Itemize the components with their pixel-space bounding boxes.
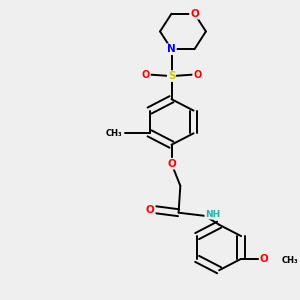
Text: O: O: [146, 205, 155, 214]
Text: S: S: [168, 71, 175, 81]
Text: CH₃: CH₃: [282, 256, 298, 265]
Text: O: O: [193, 70, 201, 80]
Text: O: O: [260, 254, 268, 264]
Text: O: O: [167, 159, 176, 169]
Text: O: O: [142, 70, 150, 80]
Text: O: O: [190, 9, 199, 19]
Text: NH: NH: [205, 210, 220, 219]
Text: N: N: [167, 44, 176, 54]
Text: CH₃: CH₃: [105, 129, 122, 138]
